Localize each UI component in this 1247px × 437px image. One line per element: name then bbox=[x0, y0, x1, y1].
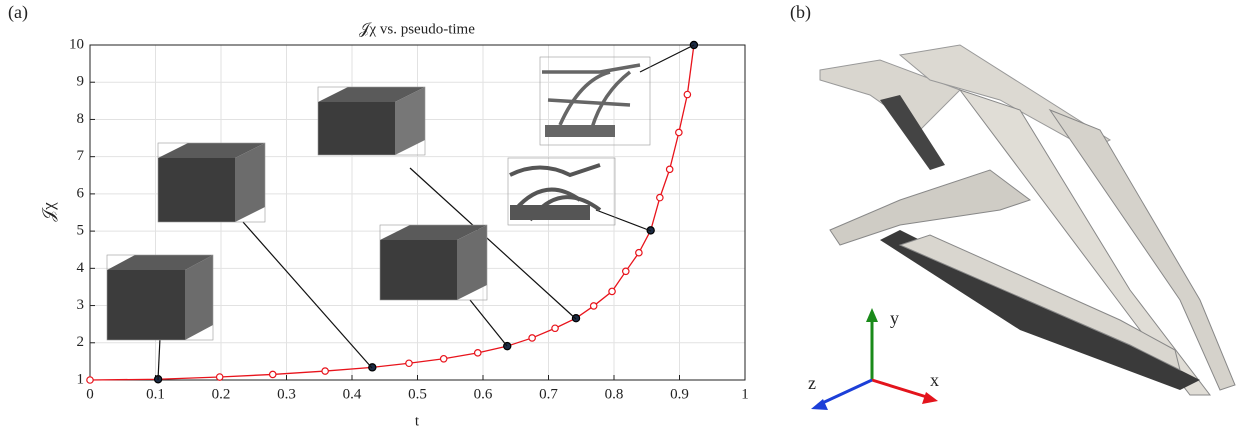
marker bbox=[552, 325, 558, 331]
marker bbox=[636, 250, 642, 256]
inset-4 bbox=[380, 225, 487, 300]
x-axis-label: t bbox=[415, 413, 420, 429]
y-tick-label: 6 bbox=[77, 185, 85, 201]
insets bbox=[107, 45, 694, 380]
page: (a) (b) 𝒥χ vs. pseudo-time t 𝒥χ 0 0.1 0.2 0… bbox=[0, 0, 1247, 437]
inset-1 bbox=[107, 255, 213, 340]
x-tick-label: 0.5 bbox=[408, 386, 427, 402]
y-tick-label: 10 bbox=[69, 36, 84, 52]
triad-label: y bbox=[890, 308, 899, 328]
triad-label: z bbox=[808, 373, 816, 393]
connector bbox=[243, 222, 372, 368]
marker bbox=[441, 356, 447, 362]
connector bbox=[596, 210, 651, 231]
x-tick-label: 0.6 bbox=[474, 386, 493, 402]
y-tick-label: 3 bbox=[77, 297, 85, 313]
inset-5 bbox=[508, 158, 615, 225]
x-tick-label: 0.1 bbox=[146, 386, 165, 402]
x-tick-label: 0 bbox=[86, 386, 94, 402]
marker bbox=[676, 129, 682, 135]
axis-triad: y x z bbox=[808, 308, 939, 410]
panel-label: (a) bbox=[8, 2, 28, 23]
marker bbox=[529, 335, 535, 341]
x-tick-label: 0.9 bbox=[670, 386, 689, 402]
marker bbox=[322, 368, 328, 374]
inset-2 bbox=[158, 143, 265, 222]
marker bbox=[87, 377, 93, 383]
x-tick-label: 0.3 bbox=[277, 386, 296, 402]
x-tick-label: 0.8 bbox=[605, 386, 624, 402]
marker bbox=[406, 360, 412, 366]
x-tick-label: 0.2 bbox=[212, 386, 231, 402]
x-tick-label: 1 bbox=[741, 386, 749, 402]
inset-3 bbox=[318, 87, 425, 155]
y-tick-label: 4 bbox=[77, 260, 85, 276]
y-tick-label: 8 bbox=[77, 111, 85, 127]
x-tick-label: 0.4 bbox=[343, 386, 362, 402]
y-tick-label: 2 bbox=[77, 334, 85, 350]
connector bbox=[640, 45, 694, 72]
inset-6 bbox=[540, 57, 650, 145]
y-tick-label: 5 bbox=[77, 223, 85, 239]
connector bbox=[158, 338, 160, 380]
y-tick-label: 7 bbox=[77, 148, 85, 164]
y-axis-label: 𝒥χ bbox=[39, 202, 58, 222]
marker bbox=[609, 288, 615, 294]
y-tick-label: 1 bbox=[77, 371, 85, 387]
marker bbox=[590, 303, 596, 309]
x-tick-label: 0.7 bbox=[539, 386, 558, 402]
marker bbox=[657, 194, 663, 200]
marker bbox=[666, 166, 672, 172]
triad-label: x bbox=[930, 370, 939, 390]
marker bbox=[475, 350, 481, 356]
connector bbox=[470, 300, 507, 346]
marker bbox=[270, 371, 276, 377]
y-tick-label: 9 bbox=[77, 74, 85, 90]
marker bbox=[216, 374, 222, 380]
3d-render bbox=[820, 45, 1235, 395]
panel-label: (b) bbox=[790, 2, 811, 23]
figure: (a) (b) 𝒥χ vs. pseudo-time t 𝒥χ 0 0.1 0.2 0… bbox=[0, 0, 1247, 437]
chart-title: 𝒥χ vs. pseudo-time bbox=[359, 21, 475, 37]
marker bbox=[623, 268, 629, 274]
marker bbox=[684, 91, 690, 97]
